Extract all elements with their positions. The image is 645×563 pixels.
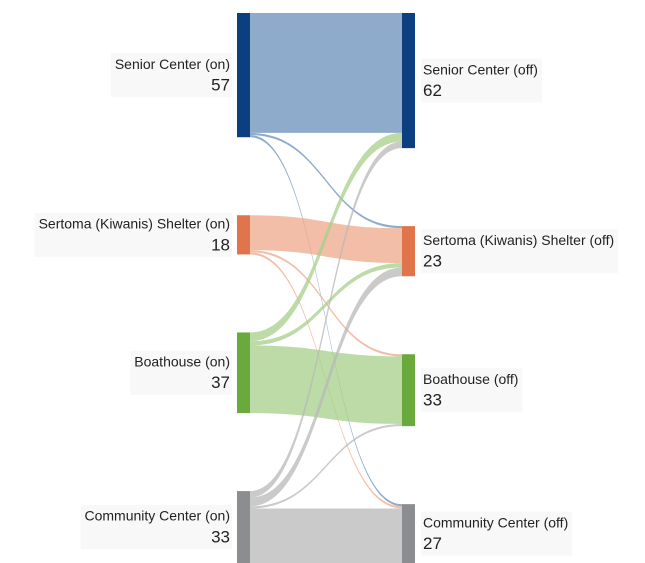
label-background — [130, 350, 232, 395]
label-background — [421, 58, 542, 103]
node-label: Community Center (on) — [85, 508, 231, 524]
node — [237, 215, 250, 255]
links — [250, 13, 402, 563]
node-label: Sertoma (Kiwanis) Shelter (off) — [423, 232, 614, 248]
node-label: Senior Center (off) — [423, 61, 538, 77]
node-label: Senior Center (on) — [115, 56, 230, 72]
link — [250, 132, 402, 342]
link — [250, 423, 402, 509]
link — [250, 508, 402, 563]
node-value: 23 — [423, 252, 442, 271]
node — [237, 491, 250, 563]
node — [237, 332, 250, 414]
label-background — [80, 505, 232, 550]
node-value: 33 — [211, 528, 230, 547]
node-value: 18 — [211, 235, 230, 254]
label-background — [421, 368, 523, 413]
link — [250, 132, 402, 229]
node-label: Sertoma (Kiwanis) Shelter (on) — [39, 216, 230, 232]
label-background — [421, 511, 573, 556]
label-background — [110, 53, 232, 98]
link — [250, 263, 402, 346]
label-background — [421, 229, 619, 274]
node-label: Community Center (off) — [423, 514, 568, 530]
node — [402, 13, 415, 149]
link — [250, 141, 402, 498]
label-background — [34, 212, 232, 257]
node — [402, 226, 415, 277]
node-value: 57 — [211, 76, 230, 95]
node-value: 33 — [423, 391, 442, 410]
node-value: 62 — [423, 81, 442, 100]
node — [402, 354, 415, 427]
link — [250, 13, 402, 133]
node-label: Boathouse (on) — [134, 353, 230, 369]
node — [237, 13, 250, 138]
node-label: Boathouse (off) — [423, 371, 518, 387]
node — [402, 504, 415, 563]
nodes: Senior Center (on) 57 Sertoma (Kiwanis) Sh… — [34, 13, 619, 563]
node-value: 37 — [211, 373, 230, 392]
node-value: 27 — [423, 534, 442, 553]
link — [250, 267, 402, 507]
